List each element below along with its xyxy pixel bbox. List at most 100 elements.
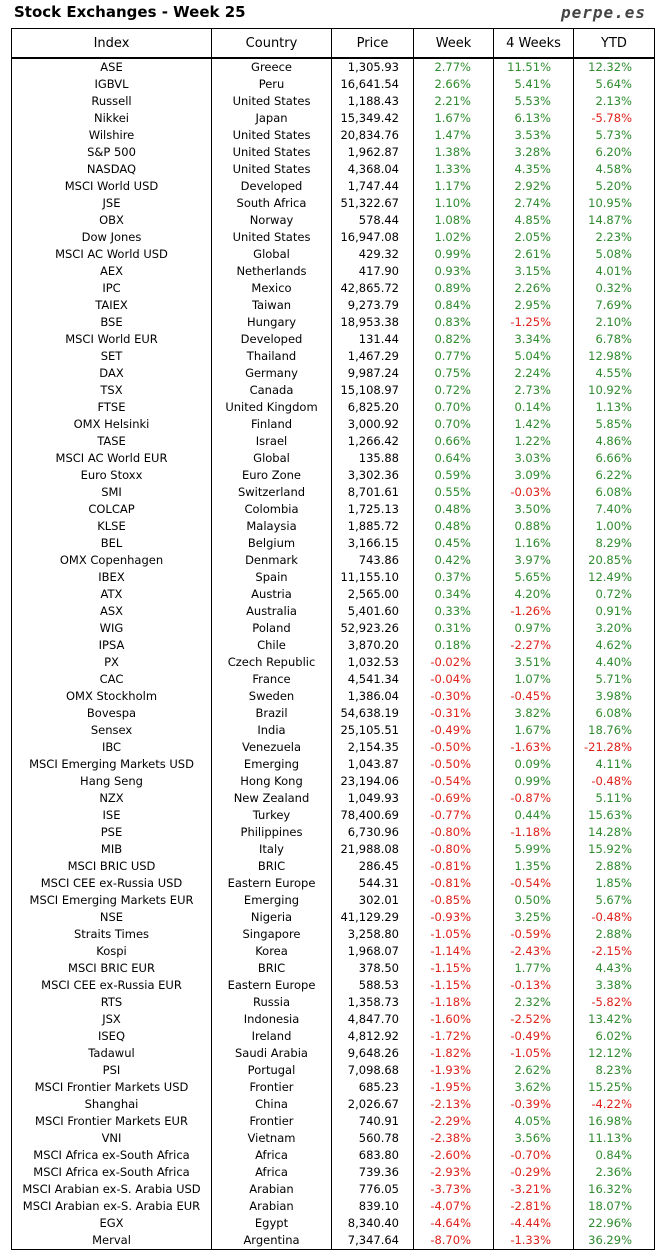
table-row: COLCAP Colombia 1,725.13 0.48% 3.50% 7.40%: [11, 501, 655, 518]
cell-ytd: 5.11%: [573, 790, 655, 807]
cell-price: 4,541.34: [331, 671, 414, 688]
cell-ytd: 22.96%: [573, 1215, 655, 1232]
cell-index: OMX Copenhagen: [11, 552, 212, 569]
cell-4-weeks: 0.88%: [493, 518, 574, 535]
cell-index: MSCI Frontier Markets USD: [11, 1079, 212, 1096]
cell-4-weeks: 3.56%: [493, 1130, 574, 1147]
cell-country: Russia: [211, 994, 332, 1011]
cell-price: 4,812.92: [331, 1028, 414, 1045]
cell-price: 1,725.13: [331, 501, 414, 518]
cell-country: Netherlands: [211, 263, 332, 280]
cell-4-weeks: -0.29%: [493, 1164, 574, 1181]
cell-index: MSCI BRIC EUR: [11, 960, 212, 977]
cell-ytd: 8.23%: [573, 1062, 655, 1079]
cell-4-weeks: 3.09%: [493, 467, 574, 484]
cell-week: -0.69%: [413, 790, 494, 807]
cell-country: Greece: [211, 58, 332, 76]
cell-ytd: 10.92%: [573, 382, 655, 399]
cell-country: Sweden: [211, 688, 332, 705]
table-row: Bovespa Brazil 54,638.19 -0.31% 3.82% 6.08%: [11, 705, 655, 722]
cell-index: MSCI AC World EUR: [11, 450, 212, 467]
cell-index: ASX: [11, 603, 212, 620]
cell-ytd: 5.73%: [573, 127, 655, 144]
cell-4-weeks: -4.44%: [493, 1215, 574, 1232]
cell-price: 1,188.43: [331, 93, 414, 110]
cell-price: 1,305.93: [331, 58, 414, 76]
cell-index: ISE: [11, 807, 212, 824]
cell-4-weeks: -0.39%: [493, 1096, 574, 1113]
cell-country: Chile: [211, 637, 332, 654]
cell-ytd: 3.38%: [573, 977, 655, 994]
cell-index: IPSA: [11, 637, 212, 654]
cell-country: Africa: [211, 1147, 332, 1164]
table-row: Tadawul Saudi Arabia 9,648.26 -1.82% -1.05% 1…: [11, 1045, 655, 1062]
cell-price: 1,962.87: [331, 144, 414, 161]
table-row: MSCI Frontier Markets EUR Frontier 740.91-…: [11, 1113, 655, 1130]
cell-ytd: -0.48%: [573, 773, 655, 790]
cell-ytd: 5.20%: [573, 178, 655, 195]
cell-ytd: 15.25%: [573, 1079, 655, 1096]
cell-ytd: -0.48%: [573, 909, 655, 926]
column-header-price: Price: [331, 28, 414, 59]
cell-price: 135.88: [331, 450, 414, 467]
cell-country: Poland: [211, 620, 332, 637]
cell-4-weeks: 3.51%: [493, 654, 574, 671]
cell-4-weeks: 2.05%: [493, 229, 574, 246]
cell-4-weeks: 2.24%: [493, 365, 574, 382]
cell-country: Peru: [211, 76, 332, 93]
cell-4-weeks: 6.13%: [493, 110, 574, 127]
cell-price: 1,968.07: [331, 943, 414, 960]
cell-4-weeks: -0.03%: [493, 484, 574, 501]
cell-ytd: 4.58%: [573, 161, 655, 178]
cell-price: 23,194.06: [331, 773, 414, 790]
cell-week: -2.38%: [413, 1130, 494, 1147]
cell-index: VNI: [11, 1130, 212, 1147]
cell-4-weeks: 5.65%: [493, 569, 574, 586]
cell-index: Wilshire: [11, 127, 212, 144]
cell-index: Bovespa: [11, 705, 212, 722]
table-row: MSCI AC World EUR Global 135.88 0.64% 3.03% 6…: [11, 450, 655, 467]
cell-index: RTS: [11, 994, 212, 1011]
cell-country: Ireland: [211, 1028, 332, 1045]
table-row: ASX Australia 5,401.60 0.33% -1.26% 0.91%: [11, 603, 655, 620]
cell-week: 0.83%: [413, 314, 494, 331]
cell-country: United Kingdom: [211, 399, 332, 416]
cell-index: S&P 500: [11, 144, 212, 161]
cell-4-weeks: 3.03%: [493, 450, 574, 467]
cell-index: MSCI CEE ex-Russia USD: [11, 875, 212, 892]
cell-index: Kospi: [11, 943, 212, 960]
cell-index: ASE: [11, 58, 212, 76]
cell-week: -1.18%: [413, 994, 494, 1011]
cell-ytd: 0.32%: [573, 280, 655, 297]
cell-week: -1.93%: [413, 1062, 494, 1079]
cell-price: 683.80: [331, 1147, 414, 1164]
cell-4-weeks: -1.05%: [493, 1045, 574, 1062]
cell-price: 16,947.08: [331, 229, 414, 246]
cell-week: 0.66%: [413, 433, 494, 450]
cell-week: -0.04%: [413, 671, 494, 688]
table-row: ISE Turkey 78,400.69 -0.77% 0.44% 15.63%: [11, 807, 655, 824]
cell-week: 0.84%: [413, 297, 494, 314]
cell-week: -0.31%: [413, 705, 494, 722]
cell-country: Czech Republic: [211, 654, 332, 671]
table-row: RTS Russia 1,358.73 -1.18% 2.32% -5.82%: [11, 994, 655, 1011]
cell-country: Belgium: [211, 535, 332, 552]
cell-country: United States: [211, 229, 332, 246]
cell-country: Italy: [211, 841, 332, 858]
page-title: Stock Exchanges - Week 25: [14, 3, 246, 21]
cell-country: Global: [211, 246, 332, 263]
cell-week: 2.77%: [413, 58, 494, 76]
column-header-country: Country: [211, 28, 332, 59]
cell-ytd: 4.40%: [573, 654, 655, 671]
table-row: AEX Netherlands 417.90 0.93% 3.15% 4.01%: [11, 263, 655, 280]
column-header-4-weeks: 4 Weeks: [493, 28, 574, 59]
cell-country: Portugal: [211, 1062, 332, 1079]
table-row: MSCI World USD Developed 1,747.44 1.17% 2.92…: [11, 178, 655, 195]
cell-country: Brazil: [211, 705, 332, 722]
cell-index: MSCI Emerging Markets USD: [11, 756, 212, 773]
cell-price: 839.10: [331, 1198, 414, 1215]
cell-4-weeks: 5.41%: [493, 76, 574, 93]
cell-index: KLSE: [11, 518, 212, 535]
cell-week: 1.38%: [413, 144, 494, 161]
cell-price: 3,166.15: [331, 535, 414, 552]
